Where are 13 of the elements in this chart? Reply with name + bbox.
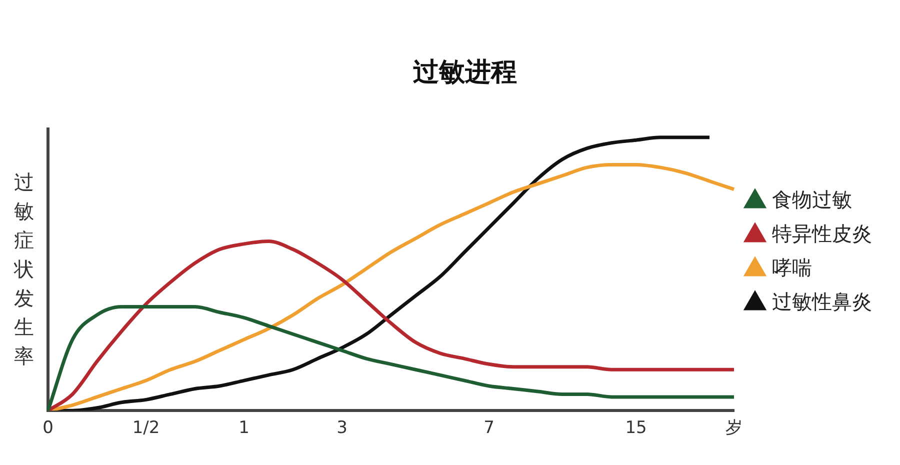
- x-tick-label: 3: [336, 418, 348, 438]
- legend-label: 食物过敏: [772, 188, 852, 212]
- x-tick-label: 1: [238, 418, 250, 438]
- x-tick-label: 1/2: [132, 418, 160, 438]
- legend-label: 哮喘: [772, 256, 812, 280]
- legend-label: 过敏性鼻炎: [772, 290, 872, 314]
- y-axis-title: 过敏症状发生率: [12, 169, 35, 370]
- chart-title: 过敏进程: [412, 57, 517, 88]
- legend-label: 特异性皮炎: [772, 222, 872, 246]
- x-tick-label: 15: [625, 418, 647, 438]
- x-tick-label: 0: [42, 418, 54, 438]
- x-tick-label: 岁: [726, 418, 742, 438]
- x-tick-label: 7: [484, 418, 494, 438]
